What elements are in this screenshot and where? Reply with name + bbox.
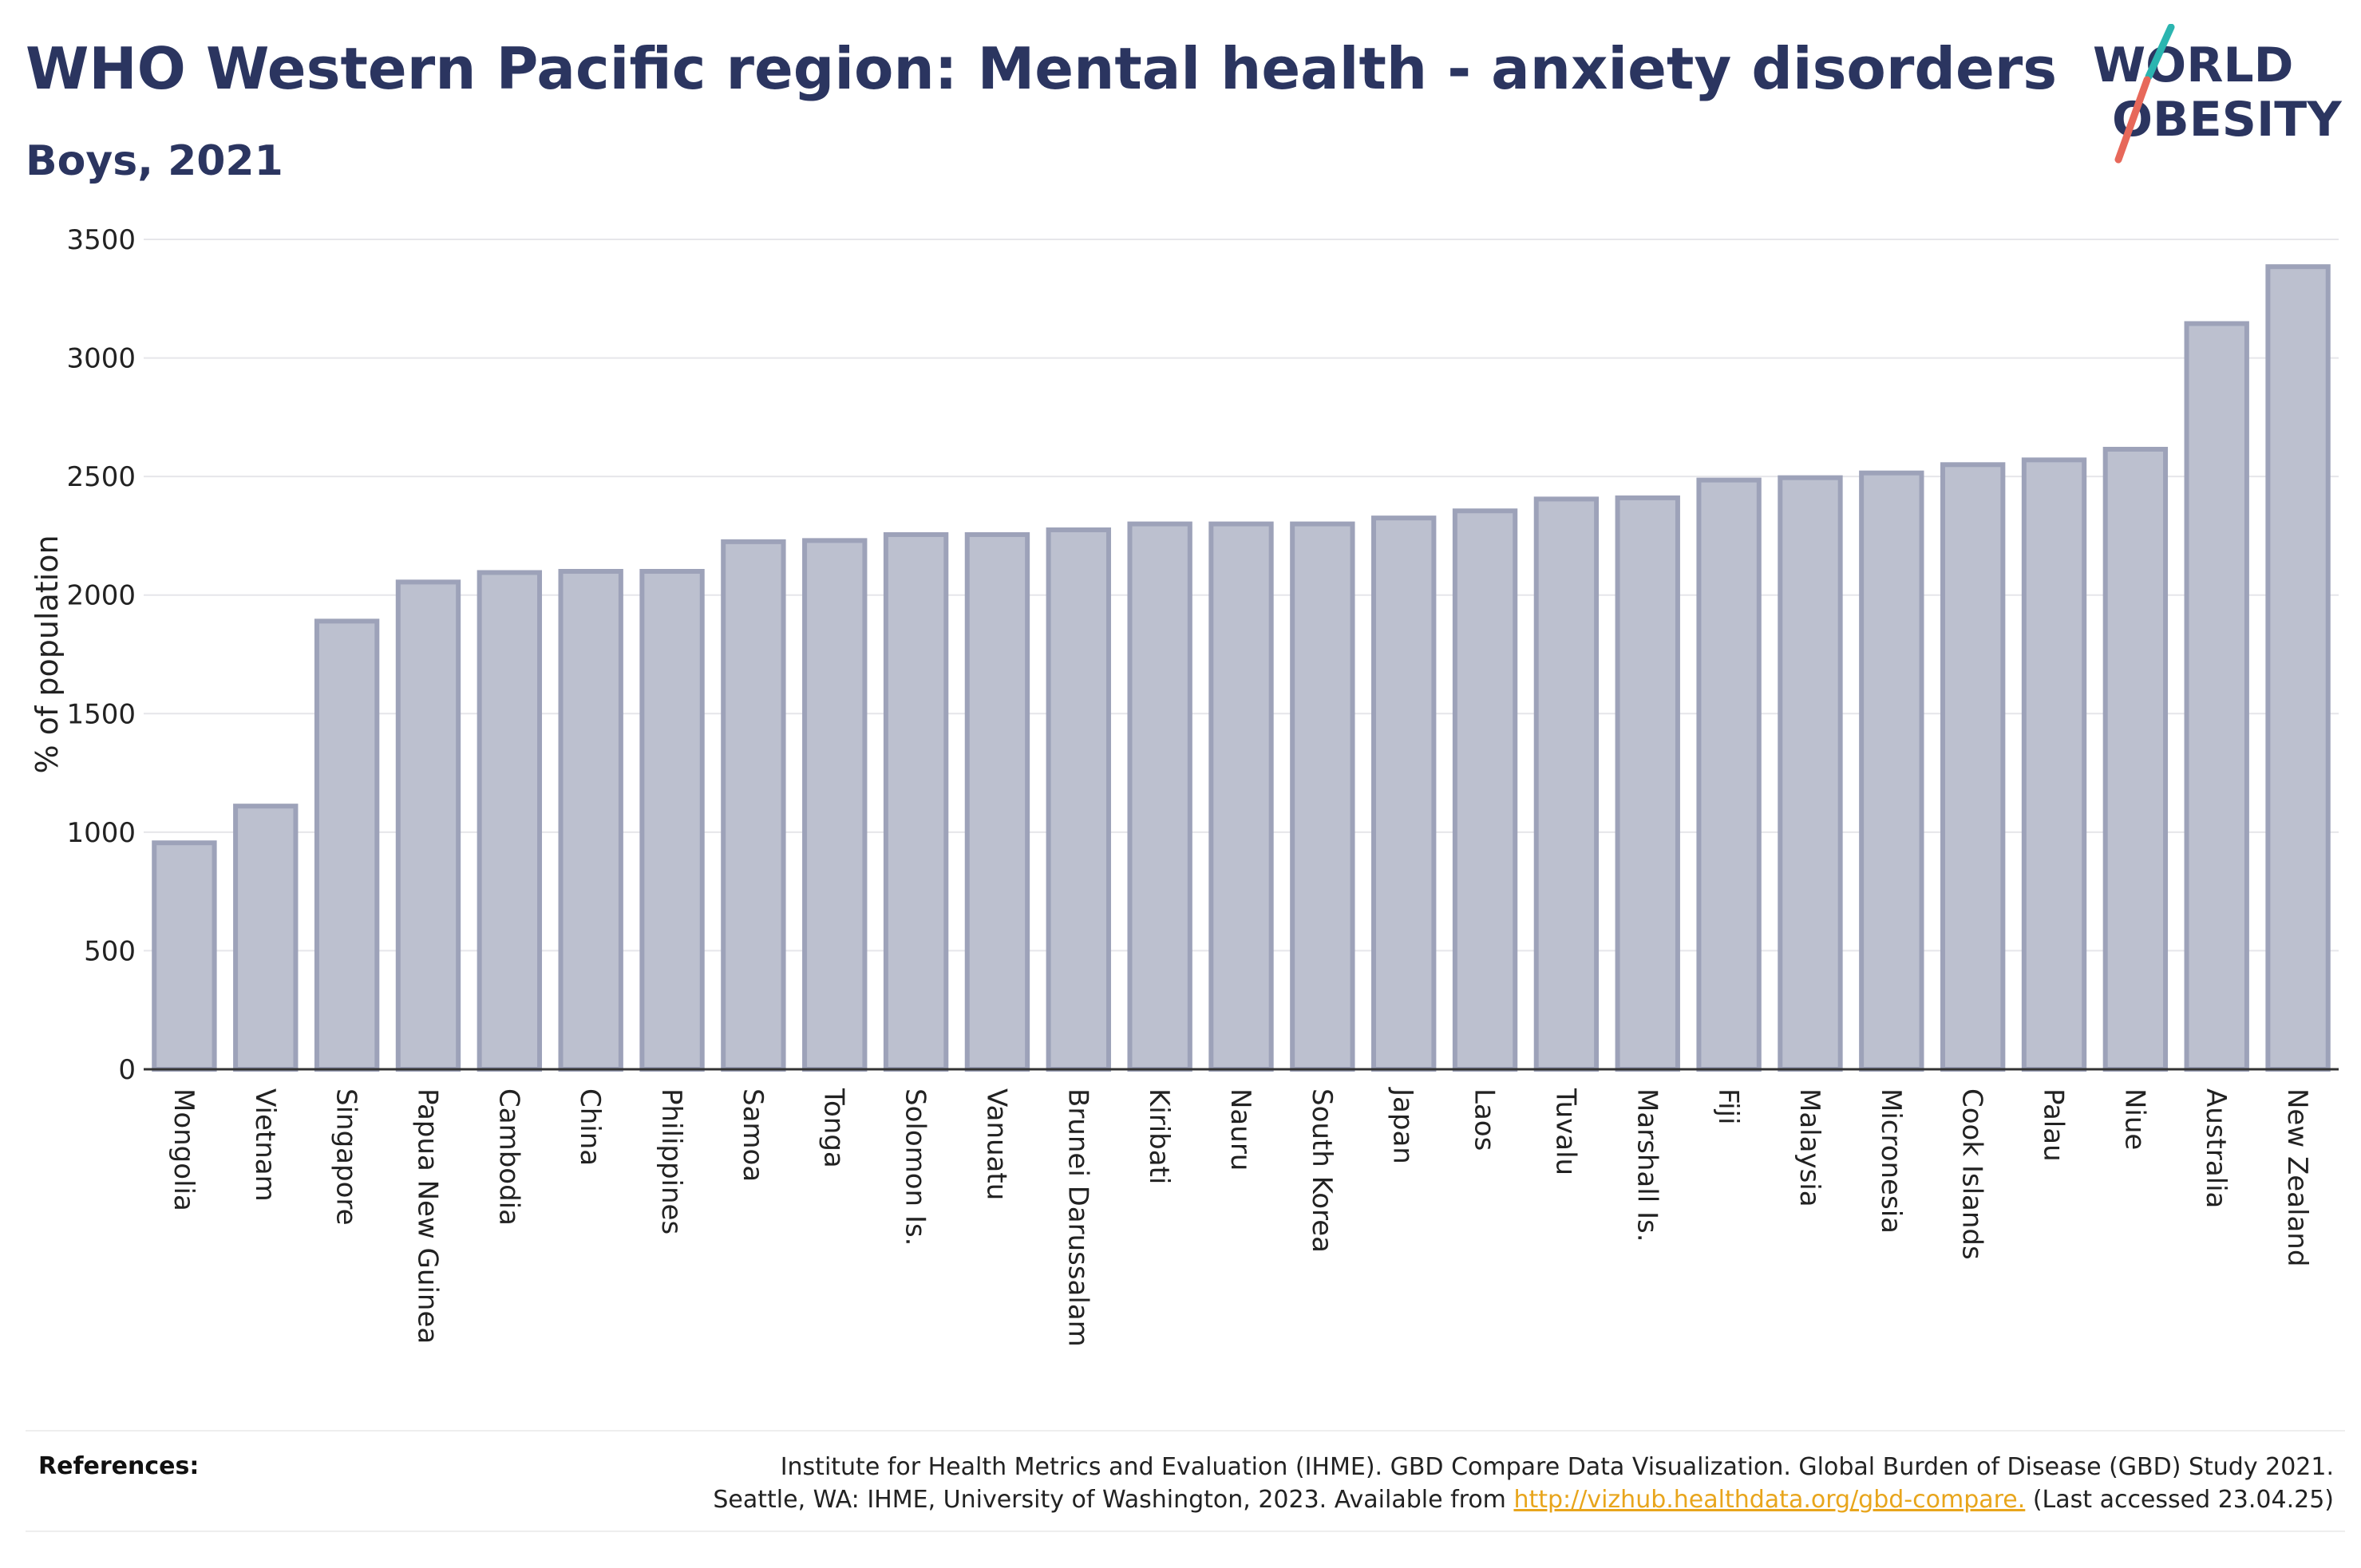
bar-nauru [1208, 521, 1274, 1072]
references-footer: References: Institute for Health Metrics… [26, 1430, 2345, 1532]
chart-title: WHO Western Pacific region: Mental healt… [26, 35, 2058, 102]
bar-fiji [1696, 477, 1762, 1072]
x-category-label: Australia [2200, 1088, 2232, 1208]
logo-word-obesity: OBESITY [2112, 92, 2343, 148]
x-category-label: New Zealand [2281, 1088, 2313, 1266]
x-category-label: Nauru [1224, 1088, 1256, 1171]
references-line-2: Seattle, WA: IHME, University of Washing… [713, 1483, 2334, 1516]
x-category-label: Samoa [737, 1088, 769, 1182]
references-label: References: [38, 1452, 200, 1480]
bar-samoa [721, 539, 786, 1072]
x-category-label: Japan [1387, 1087, 1419, 1164]
x-category-label: Philippines [655, 1088, 687, 1234]
bar-new-zealand [2265, 264, 2331, 1072]
bar-china [558, 569, 623, 1072]
references-text: Institute for Health Metrics and Evaluat… [713, 1451, 2334, 1516]
bar-laos [1452, 508, 1518, 1072]
bar-south-korea [1290, 521, 1355, 1072]
references-line-2-suffix: (Last accessed 23.04.25) [2025, 1486, 2334, 1514]
x-category-label: Cook Islands [1956, 1088, 1988, 1260]
x-category-label: Fiji [1712, 1088, 1744, 1124]
bar-chart: 0 500 1000 1500 2000 2500 3000 3500 Mongolia Vie… [30, 224, 2339, 1347]
bar-marshall-is [1615, 495, 1680, 1072]
y-tick-label: 1000 [66, 817, 136, 849]
x-axis-category-labels: Mongolia Vietnam Singapore Papua New Guinea… [168, 1087, 2313, 1347]
bar-kiribati [1127, 521, 1192, 1072]
bar-papua-new-guinea [395, 579, 461, 1072]
x-category-label: Niue [2118, 1088, 2150, 1150]
y-tick-label: 2000 [66, 580, 136, 612]
x-category-label: Solomon Is. [900, 1088, 931, 1246]
x-category-label: South Korea [1306, 1088, 1338, 1253]
references-link[interactable]: http://vizhub.healthdata.org/gbd-compare… [1513, 1486, 2026, 1514]
chart-subtitle: Boys, 2021 [26, 137, 283, 185]
x-category-label: Cambodia [492, 1088, 524, 1226]
bar-australia [2184, 321, 2249, 1072]
x-category-label: Kiribati [1143, 1088, 1175, 1184]
y-tick-label: 3500 [66, 224, 136, 256]
x-category-label: Papua New Guinea [411, 1088, 443, 1344]
bar-vietnam [233, 804, 299, 1072]
y-axis-title: % of population [30, 535, 65, 773]
y-tick-label: 3000 [66, 343, 136, 375]
x-category-label: Vietnam [249, 1088, 281, 1202]
bar-singapore [314, 618, 380, 1072]
x-category-label: Laos [1469, 1088, 1501, 1151]
x-category-label: Tonga [818, 1088, 850, 1168]
references-line-1: Institute for Health Metrics and Evaluat… [780, 1453, 2334, 1481]
x-category-label: Brunei Darussalam [1062, 1088, 1093, 1347]
bar-cambodia [477, 570, 543, 1072]
x-category-label: Malaysia [1793, 1088, 1825, 1207]
bar-mongolia [152, 840, 217, 1072]
x-category-label: Tuvalu [1549, 1088, 1581, 1175]
references-line-2-prefix: Seattle, WA: IHME, University of Washing… [713, 1486, 1514, 1514]
y-axis-ticks: 0 500 1000 1500 2000 2500 3000 3500 [66, 224, 136, 1086]
x-category-label: Marshall Is. [1631, 1088, 1663, 1242]
bars [152, 264, 2331, 1072]
y-tick-label: 2500 [66, 461, 136, 493]
bar-tonga [802, 538, 868, 1072]
y-tick-label: 0 [118, 1054, 136, 1086]
logo-slash-coral [2114, 76, 2151, 164]
y-tick-label: 1500 [66, 698, 136, 730]
x-category-label: Singapore [330, 1088, 362, 1226]
logo-word-world: WORLD [2093, 38, 2293, 93]
x-category-label: China [574, 1088, 606, 1166]
world-obesity-logo: WORLD OBESITY [2093, 24, 2343, 164]
x-category-label: Mongolia [168, 1088, 200, 1211]
bar-brunei-darussalam [1046, 527, 1111, 1072]
x-category-label: Micronesia [1875, 1088, 1907, 1234]
bar-philippines [639, 569, 705, 1072]
x-category-label: Palau [2038, 1088, 2070, 1162]
bar-niue [2102, 446, 2169, 1072]
y-tick-label: 500 [84, 935, 136, 967]
bar-micronesia [1859, 470, 1924, 1072]
bar-malaysia [1778, 475, 1843, 1072]
x-category-label: Vanuatu [980, 1088, 1012, 1200]
bar-tuvalu [1533, 496, 1600, 1072]
logo-slash-teal [2145, 24, 2175, 81]
bar-palau [2021, 457, 2087, 1072]
bar-japan [1371, 515, 1437, 1072]
bar-cook-islands [1940, 462, 2006, 1072]
bar-solomon-is [883, 531, 949, 1072]
bar-vanuatu [964, 531, 1030, 1072]
